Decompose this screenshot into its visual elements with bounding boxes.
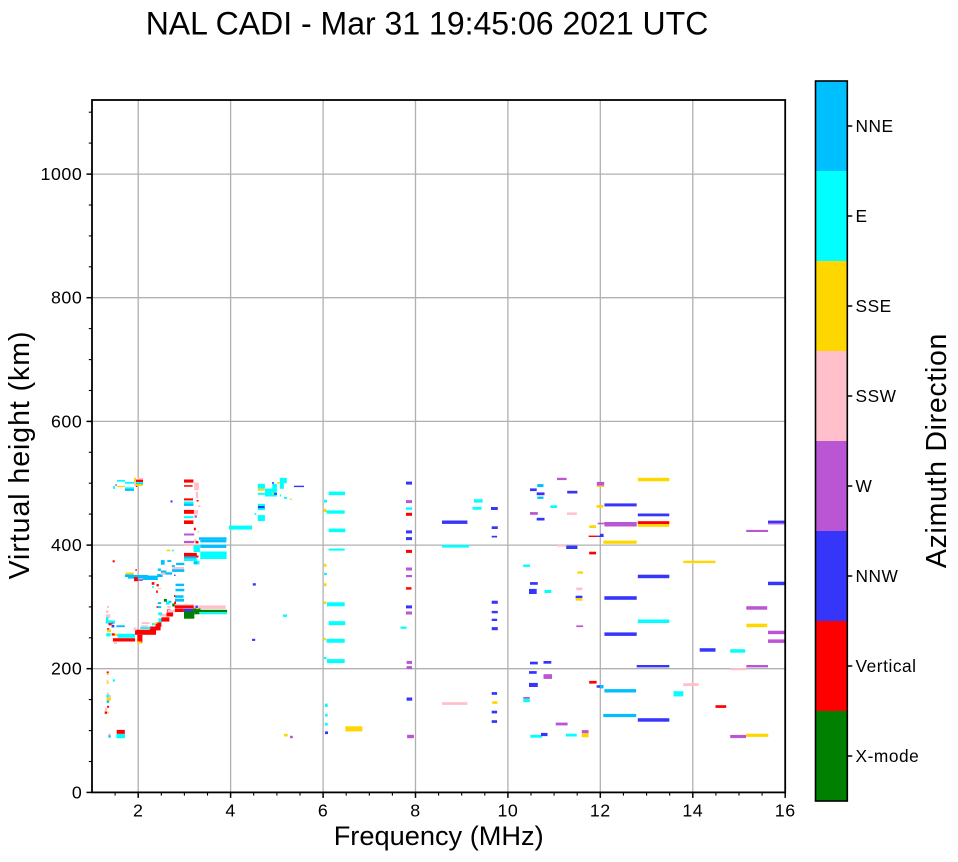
- svg-text:SSE: SSE: [856, 296, 892, 316]
- svg-text:1000: 1000: [41, 164, 83, 184]
- svg-text:NAL CADI - Mar 31 19:45:06 202: NAL CADI - Mar 31 19:45:06 2021 UTC: [146, 6, 709, 42]
- svg-text:W: W: [856, 476, 873, 496]
- svg-text:8: 8: [410, 801, 420, 821]
- svg-text:E: E: [856, 206, 868, 226]
- svg-text:Vertical: Vertical: [856, 656, 917, 676]
- svg-text:SSW: SSW: [856, 386, 897, 406]
- svg-text:800: 800: [51, 288, 82, 308]
- svg-text:6: 6: [318, 801, 328, 821]
- svg-text:12: 12: [590, 801, 611, 821]
- svg-text:200: 200: [51, 659, 82, 679]
- svg-text:NNW: NNW: [856, 566, 899, 586]
- svg-text:Virtual height (km): Virtual height (km): [4, 331, 36, 580]
- svg-text:X-mode: X-mode: [856, 746, 920, 766]
- svg-text:Frequency (MHz): Frequency (MHz): [334, 820, 544, 851]
- svg-text:2: 2: [133, 801, 143, 821]
- svg-text:16: 16: [775, 801, 796, 821]
- svg-text:600: 600: [51, 411, 82, 431]
- svg-text:400: 400: [51, 535, 82, 555]
- svg-text:0: 0: [72, 782, 82, 802]
- svg-text:14: 14: [682, 801, 703, 821]
- svg-text:NNE: NNE: [856, 116, 894, 136]
- svg-text:10: 10: [497, 801, 518, 821]
- svg-text:Azimuth Direction: Azimuth Direction: [921, 333, 953, 568]
- svg-text:4: 4: [225, 801, 235, 821]
